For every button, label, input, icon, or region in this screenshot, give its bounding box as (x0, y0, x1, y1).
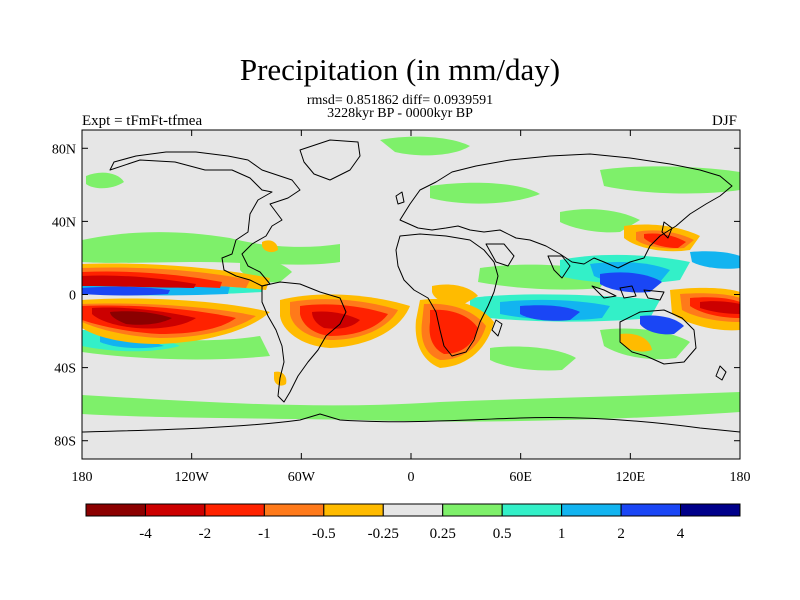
colorbar: -4 -2 -1 -0.5 -0.25 0.25 0.5 1 2 4 (85, 503, 741, 542)
colorbar-label: -2 (199, 526, 212, 542)
colorbar-swatch (263, 503, 325, 517)
period-line: 3228kyr BP - 0000kyr BP (327, 106, 473, 121)
colorbar-swatch (680, 503, 741, 517)
colorbar-label: 2 (617, 526, 625, 542)
lon-tick-label: 180 (72, 470, 93, 485)
lat-tick-label: 80S (54, 435, 76, 450)
colorbar-swatch (323, 503, 384, 517)
colorbar-swatch (85, 503, 146, 517)
colorbar-label: 4 (677, 526, 685, 542)
colorbar-label: -0.5 (312, 526, 336, 542)
colorbar-swatch (442, 503, 503, 517)
colorbar-swatch (501, 503, 563, 517)
lat-tick-label: 0 (69, 289, 76, 304)
colorbar-swatch (144, 503, 206, 517)
colorbar-label: 0.25 (430, 526, 456, 542)
coastlines (82, 139, 740, 433)
colorbar-swatch (204, 503, 265, 517)
experiment-label: Expt = tFmFt-tfmea (82, 113, 203, 129)
colorbar-label: -4 (139, 526, 152, 542)
stats-line: rmsd= 0.851862 diff= 0.0939591 (306, 93, 494, 108)
longitude-axis: 180 120W 60W 0 60E 120E 180 (72, 130, 751, 485)
colorbar-label: 1 (558, 526, 566, 542)
latitude-axis: 80N 40N 0 40S 80S (52, 142, 740, 450)
colorbar-swatch (561, 503, 622, 517)
lat-tick-label: 40N (52, 215, 76, 230)
colorbar-swatch (382, 503, 444, 517)
map-title: Precipitation (in mm/day) (239, 52, 561, 87)
lat-tick-label: 40S (54, 362, 76, 377)
colorbar-label: -1 (258, 526, 271, 542)
precip-anomaly-field (82, 136, 740, 422)
season-label: DJF (712, 113, 738, 129)
lon-tick-label: 60W (288, 470, 316, 485)
lon-tick-label: 60E (509, 470, 532, 485)
lat-tick-label: 80N (52, 142, 76, 157)
colorbar-swatch (620, 503, 682, 517)
lon-tick-label: 120W (175, 470, 210, 485)
lon-tick-label: 120E (616, 470, 646, 485)
lon-tick-label: 0 (408, 470, 415, 485)
colorbar-label: -0.25 (368, 526, 399, 542)
lon-tick-label: 180 (730, 470, 751, 485)
colorbar-label: 0.5 (493, 526, 512, 542)
